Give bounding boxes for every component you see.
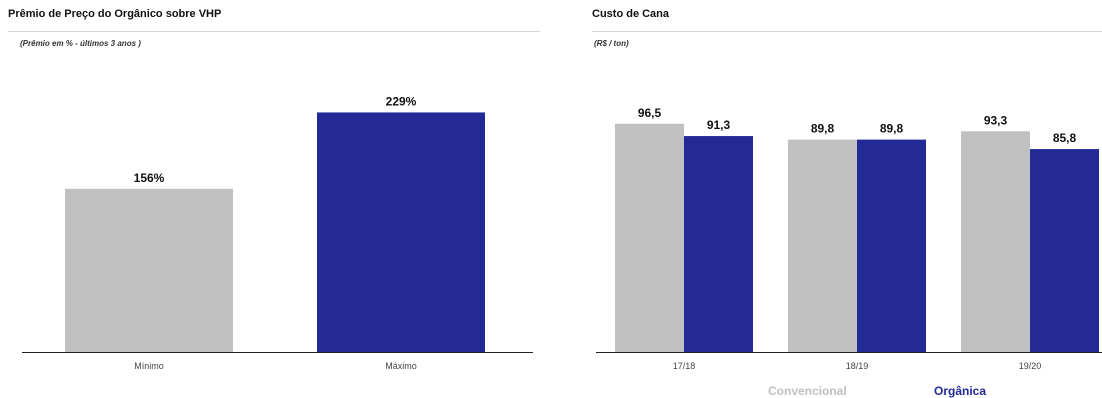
bar-convencional-18-19: [788, 139, 857, 352]
legend-convencional: Convencional: [768, 384, 847, 398]
bar-minimo: [65, 188, 233, 352]
cane-cost-chart-panel: Custo de Cana (R$ / ton) 96,5 91,3 17/18 89…: [578, 0, 1102, 398]
legend-organica: Orgânica: [934, 384, 987, 398]
bar-label-convencional-17-18: 96,5: [638, 106, 662, 120]
cane-cost-chart-title: Custo de Cana: [592, 8, 670, 20]
bar-label-convencional-18-19: 89,8: [811, 122, 835, 136]
bar-label-maximo: 229%: [386, 94, 417, 108]
cane-cost-chart-subtitle: (R$ / ton): [594, 39, 629, 48]
bar-label-convencional-19-20: 93,3: [984, 113, 1008, 127]
premium-chart-subtitle: (Prêmio em % - últimos 3 anos ): [20, 39, 141, 48]
bar-convencional-19-20: [961, 131, 1030, 352]
bar-organica-17-18: [684, 136, 753, 352]
x-tick-19-20: 19/20: [1019, 361, 1042, 371]
bar-maximo: [317, 112, 485, 352]
cane-cost-chart-plot: 96,5 91,3 17/18 89,8 89,8 18/19 93,3 85,8 19/20: [596, 106, 1102, 371]
bar-label-organica-18-19: 89,8: [880, 122, 904, 136]
bar-organica-18-19: [857, 139, 926, 352]
x-tick-maximo: Máximo: [385, 361, 417, 371]
bar-convencional-17-18: [615, 123, 684, 352]
bar-label-organica-19-20: 85,8: [1053, 131, 1077, 145]
premium-chart-divider: [8, 31, 540, 32]
premium-chart-plot: 156% Mínimo 229% Máximo: [22, 94, 533, 371]
bar-organica-19-20: [1030, 149, 1099, 352]
bar-label-minimo: 156%: [134, 171, 165, 185]
x-tick-17-18: 17/18: [673, 361, 696, 371]
x-tick-18-19: 18/19: [846, 361, 869, 371]
cane-cost-chart-divider: [592, 31, 1102, 32]
x-tick-minimo: Mínimo: [134, 361, 164, 371]
bar-label-organica-17-18: 91,3: [707, 118, 731, 132]
premium-chart-panel: Prêmio de Preço do Orgânico sobre VHP (P…: [0, 0, 540, 398]
premium-chart-title: Prêmio de Preço do Orgânico sobre VHP: [8, 8, 222, 20]
